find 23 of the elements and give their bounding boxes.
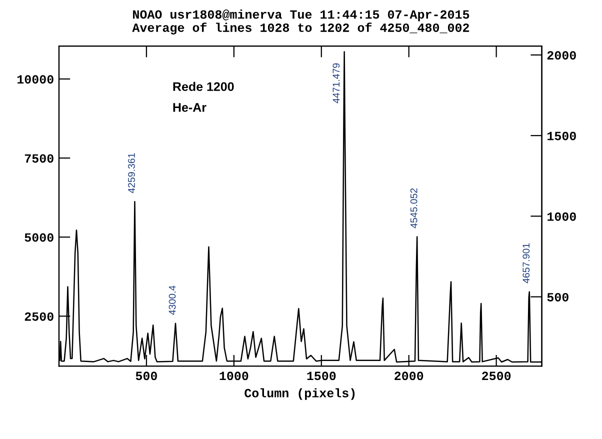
y2-tick-label: 500: [547, 292, 568, 302]
annotation: 4545.052: [410, 188, 418, 228]
x-tick-label: 1000: [220, 372, 248, 380]
annotation: Rede 1200: [173, 82, 234, 92]
x-tick-label: 2000: [394, 372, 424, 380]
annotation: 4471.479: [332, 63, 340, 104]
annotation: 4300.4: [168, 286, 176, 315]
x-axis-title: Column (pixels): [244, 388, 355, 400]
x-tick-label: 500: [136, 372, 157, 380]
y-tick-label: 2500: [24, 312, 54, 321]
y2-tick-label: 1500: [548, 132, 576, 140]
x-tick-label: 2500: [482, 372, 511, 380]
chart-subtitle: Average of lines 1028 to 1202 of 4250_480_002: [132, 22, 470, 34]
y-tick-label: 10000: [17, 75, 54, 84]
y-tick-label: 5000: [24, 233, 54, 242]
annotation: 4657.901: [522, 243, 530, 284]
y2-tick-label: 2000: [547, 51, 576, 60]
annotation: 4259.361: [128, 153, 135, 194]
x-tick-label: 1500: [307, 372, 336, 380]
chart-title: NOAO usr1808@minerva Tue 11:44:15 07-Apr-2015: [133, 10, 470, 22]
y-tick-label: 7500: [24, 154, 54, 163]
annotation: He-Ar: [173, 103, 206, 112]
y2-tick-label: 1000: [548, 212, 576, 221]
